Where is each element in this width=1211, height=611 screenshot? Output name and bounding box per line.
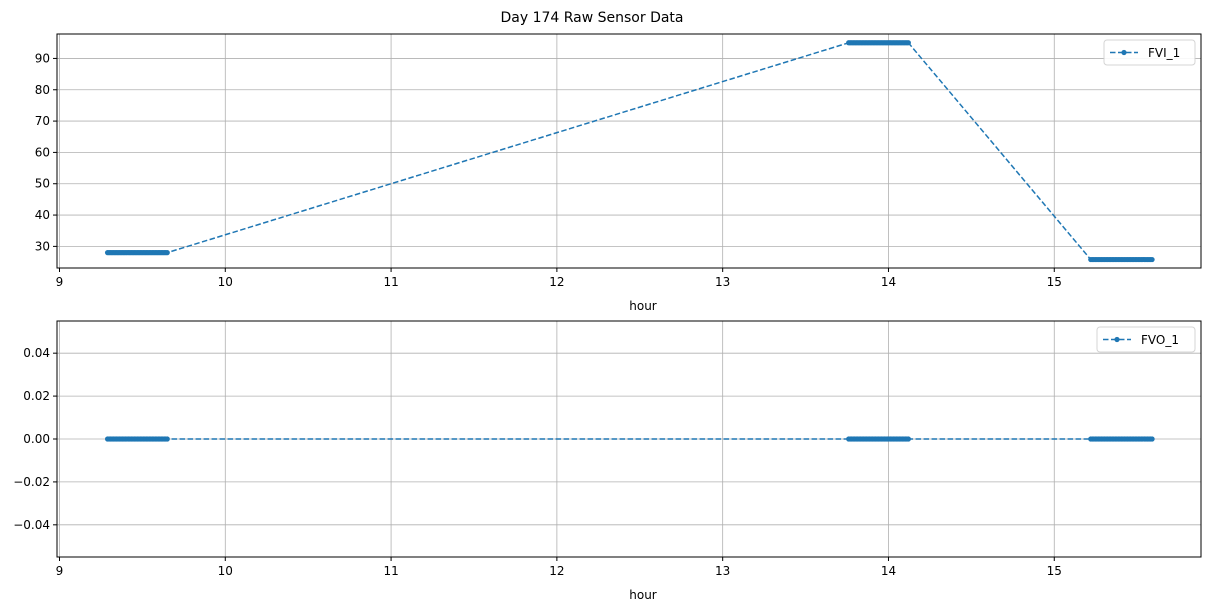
data-point [1149,256,1155,263]
x-tick-label: 10 [218,564,233,578]
x-tick-label: 15 [1047,275,1062,289]
x-tick-label: 14 [881,275,896,289]
subplot-2: 9 10 11 12 13 14 15 −0.04 −0.02 0.00 0.02 0.04 FVO_1… [13,320,1202,602]
data-point [164,436,170,442]
legend-frame [1103,39,1196,66]
x-tick-label: 9 [56,275,64,289]
y-tick-label: −0.04 [13,518,50,532]
data-point [1149,436,1155,442]
x-tick-label: 12 [549,564,564,578]
legend: FVI_1 [1103,39,1196,66]
y-tick-label: 30 [35,239,50,253]
x-tick-label: 11 [383,564,398,578]
y-tick-label: 50 [35,177,50,191]
y-tick-label: −0.02 [13,475,50,489]
y-tick-label: 0.04 [23,346,50,360]
y-tick-label: 90 [35,51,50,65]
legend-marker [1114,336,1120,343]
legend: FVO_1 [1096,326,1196,353]
y-tick-label: 70 [35,114,50,128]
x-tick-label: 14 [881,564,896,578]
data-point [164,250,170,256]
y-tick-label: 0.00 [23,432,50,446]
legend-marker [1121,49,1127,56]
legend-label: FVO_1 [1141,333,1179,347]
chart-title: Day 174 Raw Sensor Data [500,10,683,26]
x-tick-label: 13 [715,275,730,289]
x-tick-label: 12 [549,275,564,289]
axes-frame [56,33,1202,269]
x-tick-label: 15 [1047,564,1062,578]
legend-label: FVI_1 [1148,46,1180,60]
x-tick-label: 13 [715,564,730,578]
series-line-FVI_1 [107,42,1153,261]
y-tick-label: 40 [35,208,50,222]
x-axis-label: hour [629,588,657,602]
y-tick-label: 60 [35,145,50,159]
x-tick-label: 9 [56,564,64,578]
y-tick-label: 80 [35,83,50,97]
x-tick-label: 11 [383,275,398,289]
data-point [905,40,911,46]
x-tick-label: 10 [218,275,233,289]
y-tick-label: 0.02 [23,389,50,403]
axes-frame [56,320,1202,558]
legend-frame [1096,326,1196,353]
x-axis-label: hour [629,299,657,313]
data-point [905,436,911,442]
